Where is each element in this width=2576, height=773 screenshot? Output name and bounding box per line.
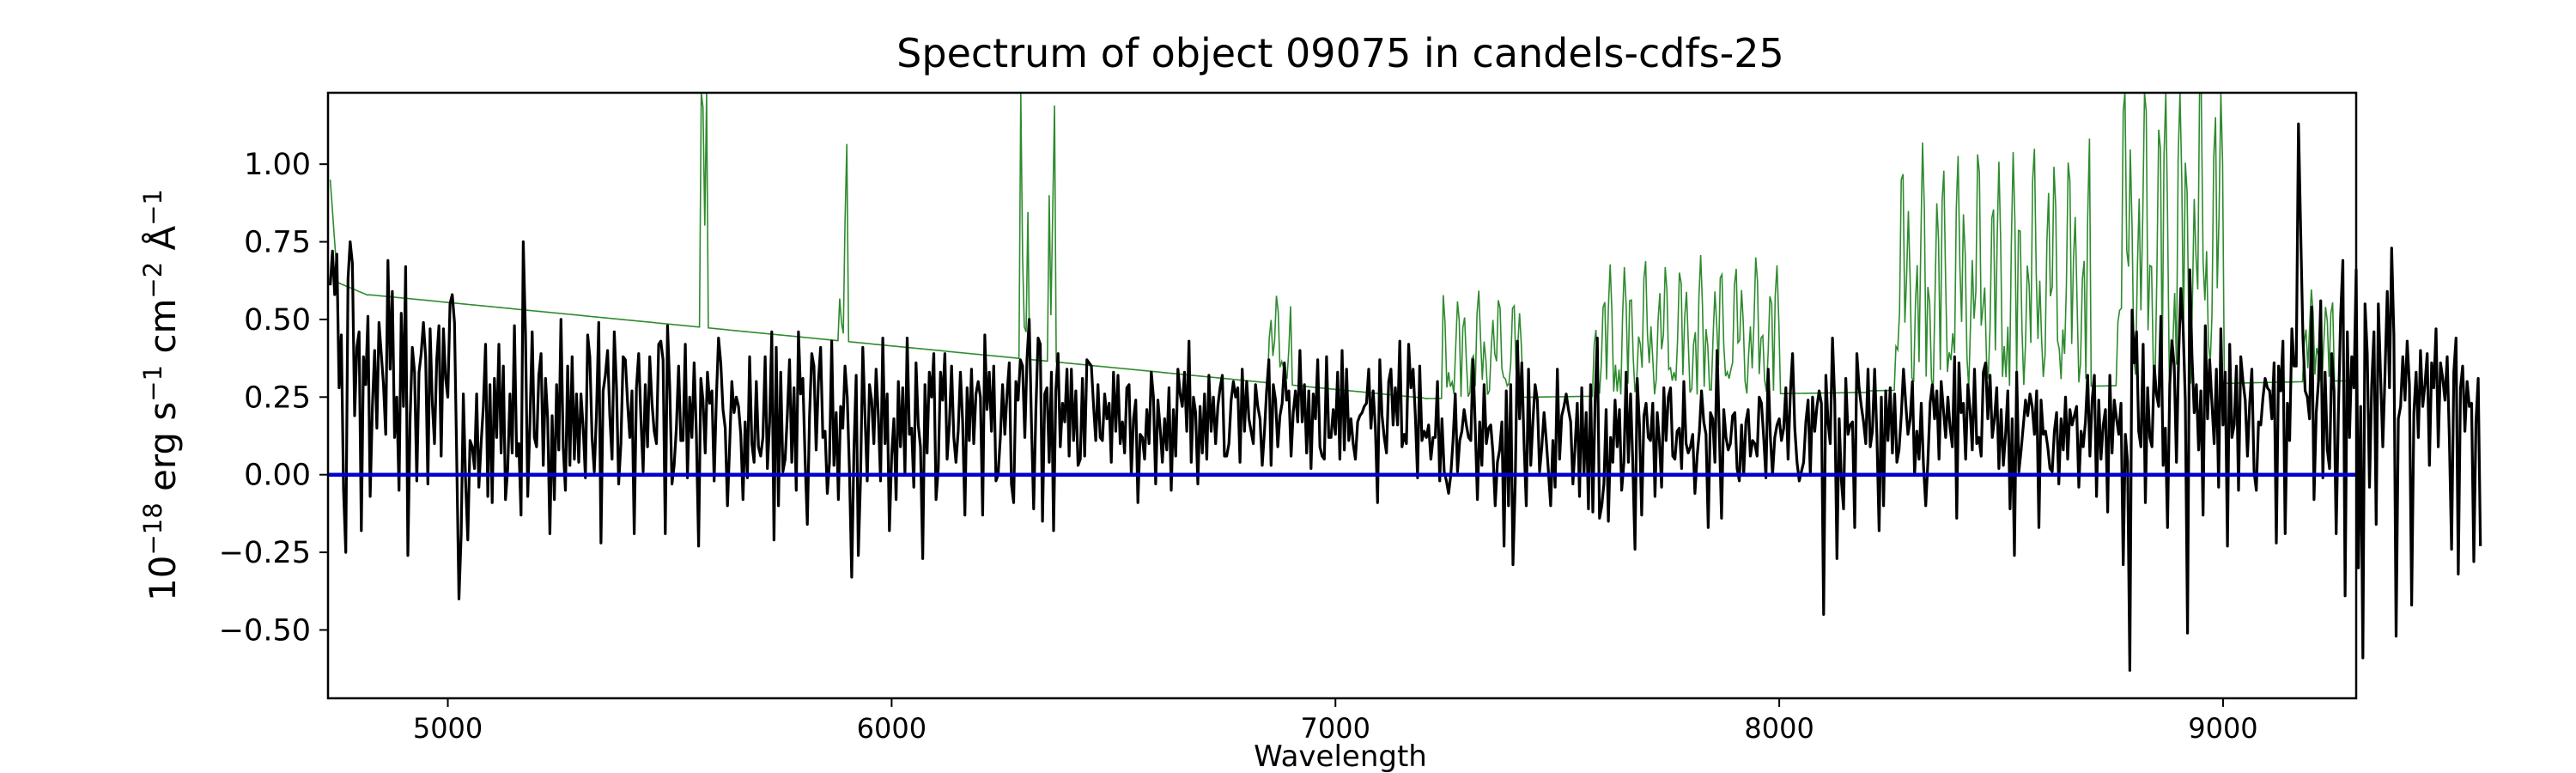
y-label-exp-s: −1 bbox=[138, 365, 167, 402]
x-axis-ticks: 5000 6000 7000 8000 9000 bbox=[413, 698, 2258, 745]
y-label-exp-angstrom: −1 bbox=[138, 189, 167, 226]
y-tick-label: 0.25 bbox=[244, 380, 311, 415]
y-tick-label: 0.00 bbox=[244, 459, 311, 493]
flux-series-path bbox=[329, 122, 2482, 673]
y-label-unit-erg: erg bbox=[142, 432, 184, 491]
y-label-base: 10 bbox=[142, 556, 184, 601]
x-axis-label: Wavelength bbox=[1254, 740, 1427, 773]
y-tick-label: 1.00 bbox=[244, 148, 311, 182]
y-tick-label: −0.50 bbox=[219, 613, 311, 648]
y-label-unit-cm: cm bbox=[142, 299, 184, 354]
x-tick-label: 9000 bbox=[2188, 712, 2257, 745]
x-tick-label: 5000 bbox=[413, 712, 483, 745]
x-tick-label: 8000 bbox=[1744, 712, 1814, 745]
y-tick-label: −0.25 bbox=[219, 536, 311, 570]
plot-frame bbox=[326, 91, 2358, 700]
flux-series-line bbox=[329, 122, 2482, 673]
chart-title: Spectrum of object 09075 in candels-cdfs… bbox=[896, 30, 1784, 76]
y-tick-label: 0.50 bbox=[244, 303, 311, 338]
y-label-unit-angstrom: Å bbox=[141, 225, 184, 250]
y-label-unit-s: s bbox=[142, 402, 184, 421]
y-tick-label: 0.75 bbox=[244, 226, 311, 260]
x-tick-label: 7000 bbox=[1301, 712, 1370, 745]
y-axis-ticks: −0.50 −0.25 0.00 0.25 0.50 0.75 1.00 bbox=[219, 148, 328, 648]
y-label-exponent: −18 bbox=[138, 502, 167, 555]
y-axis-label: 10−18 erg s−1 cm−2 Å−1 bbox=[138, 189, 184, 601]
y-label-exp-cm: −2 bbox=[138, 262, 167, 299]
x-tick-label: 6000 bbox=[857, 712, 927, 745]
